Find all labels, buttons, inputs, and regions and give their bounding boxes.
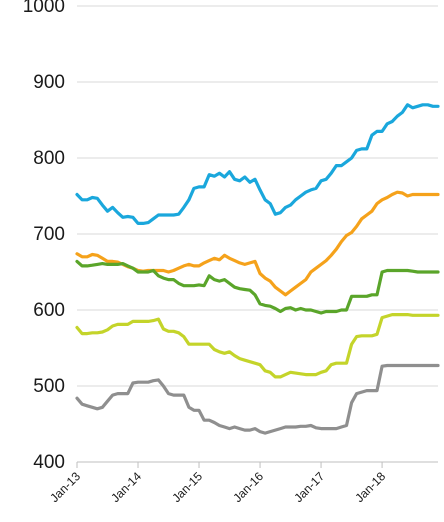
y-tick-label: 400 (33, 452, 65, 473)
series-line-5 (75, 363, 440, 435)
y-tick-label: 1000 (23, 0, 65, 17)
x-tick-label: Jan-15 (169, 469, 205, 505)
series-line-1 (75, 103, 440, 225)
series-line-2 (75, 190, 440, 297)
x-tick-label: Jan-13 (47, 469, 83, 505)
y-tick-label: 800 (33, 148, 65, 169)
x-tick-label: Jan-14 (108, 469, 144, 505)
axes (76, 461, 438, 468)
series-line-4 (75, 313, 440, 379)
y-tick-label: 500 (33, 376, 65, 397)
x-tick-labels: Jan-13 Jan-14 Jan-15 Jan-16 Jan-17 Jan-18 (47, 469, 388, 505)
y-tick-label: 700 (33, 224, 65, 245)
y-tick-label: 900 (33, 72, 65, 93)
x-tick-label: Jan-18 (352, 469, 388, 505)
x-tick-label: Jan-16 (230, 469, 266, 505)
x-tick-label: Jan-17 (291, 469, 327, 505)
y-tick-labels: 400 500 600 700 800 900 1000 (23, 0, 65, 473)
y-tick-label: 600 (33, 300, 65, 321)
series-lines (75, 103, 440, 435)
gridlines (77, 5, 438, 387)
series-line-3 (75, 259, 440, 315)
